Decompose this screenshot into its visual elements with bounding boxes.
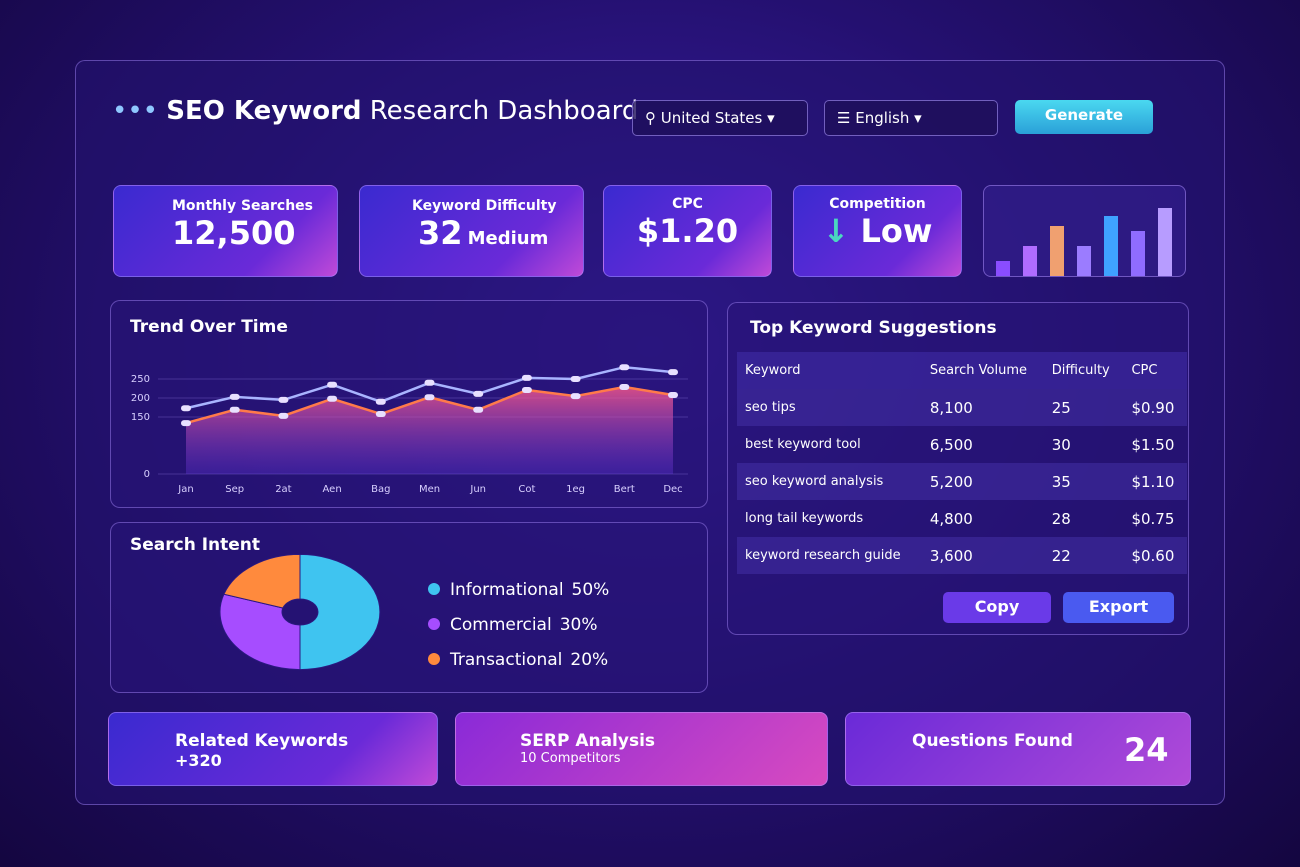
table-row: keyword research guide 3,600 22 $0.60 [737,537,1187,574]
table-cell: 8,100 [921,389,1044,426]
bottom-card: SERP Analysis 10 Competitors [455,712,828,786]
legend-label: Commercial [450,615,552,635]
card-title: Questions Found [912,731,1073,751]
export-button[interactable]: Export [1063,592,1174,623]
table-cell: $0.90 [1123,389,1187,426]
column-header: CPC [1131,363,1158,378]
table-cell: 4,800 [929,509,973,528]
metric-value: 32 [418,214,463,252]
title: ••• SEO Keyword Research Dashboard [112,96,639,126]
mini-chart-card [983,185,1186,277]
intent-title: Search Intent [130,535,261,555]
legend-dot [428,583,440,595]
metric-note: Medium [467,228,549,249]
table-cell: 35 [1043,463,1124,500]
language: English [855,109,910,127]
legend-entry: Informational 50% [428,580,609,615]
trend-title: Trend Over Time [130,317,288,337]
copy-button[interactable]: Copy [943,592,1051,623]
table-cell: 6,500 [929,435,973,454]
legend-value: 20% [570,650,609,670]
table-cell: 22 [1043,537,1124,574]
generate-button[interactable]: Generate [1015,100,1153,134]
keyword-table: Keyword Search Volume Difficulty CPC seo tip… [737,352,1187,574]
legend-label: Transactional [450,650,563,670]
language-select[interactable]: ☰ English ▾ [824,100,998,136]
intent-legend: Informational 50% Commercial 30% Transaction… [428,580,609,685]
table-header: Keyword Search Volume Difficulty CPC [737,352,1187,389]
metric-card: Keyword Difficulty 32 Medium [359,185,584,277]
card-title: Related Keywords [175,731,349,751]
metric-value: $1.20 [636,212,739,250]
legend-dot [428,653,440,665]
title-bold: SEO Keyword [166,96,362,126]
metric-card: CPC $1.20 [603,185,772,277]
table-cell: 28 [1051,509,1071,528]
country: United States [660,109,763,127]
legend-value: 50% [571,580,610,600]
card-detail: 24 [1124,731,1169,769]
metric-value: Low [860,212,933,250]
table-cell: keyword research guide [737,537,922,574]
table-cell: 25 [1043,389,1124,426]
table-title: Top Keyword Suggestions [750,318,997,338]
metric-label: CPC [672,196,703,212]
metric-label: Monthly Searches [172,198,313,214]
table-row: best keyword tool 6,500 30 $1.50 [737,426,1187,463]
column-header: Search Volume [929,363,1027,378]
table-cell: $1.50 [1131,435,1175,454]
legend-dot [428,618,440,630]
column-header: Difficulty [1051,363,1110,378]
bottom-card: Related Keywords +320 [108,712,438,786]
table-cell: long tail keywords [745,511,864,526]
card-detail: 10 Competitors [520,751,621,766]
table-cell: $0.75 [1131,509,1175,528]
table-cell: seo tips [737,389,922,426]
metric-card: Monthly Searches 12,500 [113,185,338,277]
metric-label: Competition [829,196,926,212]
metric-card: Competition ↓ Low [793,185,962,277]
table-cell: 3,600 [921,537,1044,574]
table-cell: 30 [1051,435,1071,454]
legend-entry: Transactional 20% [428,650,609,685]
card-title: SERP Analysis [520,731,656,751]
bottom-card: Questions Found 24 [845,712,1191,786]
table-cell: seo keyword analysis [737,463,922,500]
metric-label: Keyword Difficulty [412,198,557,214]
table-row: long tail keywords 4,800 28 $0.75 [737,500,1187,537]
table-cell: $1.10 [1123,463,1187,500]
legend-value: 30% [559,615,598,635]
card-detail: +320 [175,751,222,770]
table-cell: best keyword tool [745,437,861,452]
intent-panel [110,522,708,693]
legend-label: Informational [450,580,564,600]
table-cell: $0.60 [1123,537,1187,574]
table-row: seo keyword analysis 5,200 35 $1.10 [737,463,1187,500]
title-rest: Research Dashboard [369,96,639,126]
table-row: seo tips 8,100 25 $0.90 [737,389,1187,426]
column-header: Keyword [745,363,801,378]
table-cell: 5,200 [921,463,1044,500]
metric-value: 12,500 [172,214,296,252]
legend-entry: Commercial 30% [428,615,609,650]
country-select[interactable]: ⚲ United States ▾ [632,100,808,136]
